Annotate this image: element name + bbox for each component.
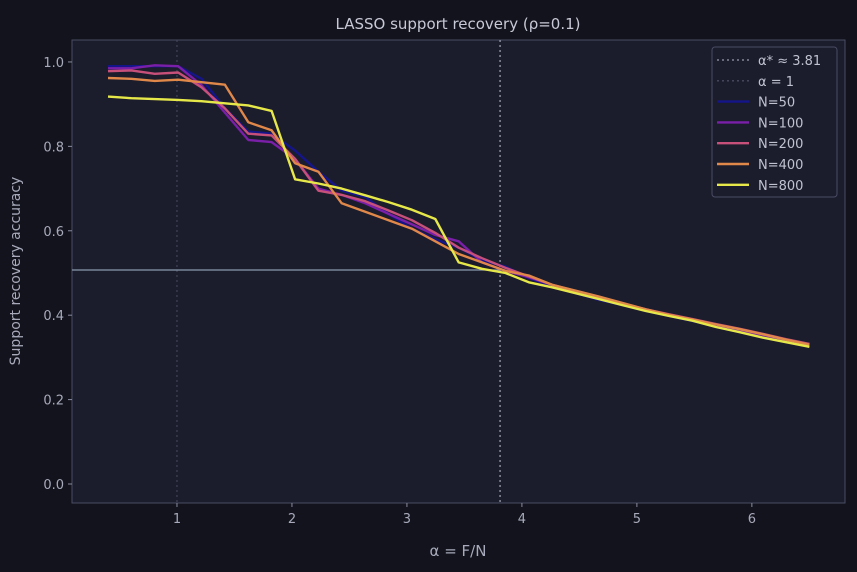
y-tick-label: 0.0 — [43, 478, 64, 493]
x-tick-label: 3 — [403, 512, 411, 527]
y-axis-label: Support recovery accuracy — [8, 177, 24, 366]
legend-label: α = 1 — [758, 75, 794, 90]
chart-title: LASSO support recovery (ρ=0.1) — [336, 15, 581, 33]
y-tick-label: 0.2 — [43, 394, 64, 409]
legend: α* ≈ 3.81 α = 1 N=50 N=100 N=200 N=400 N=800 — [711, 46, 838, 198]
x-tick-label: 5 — [633, 512, 641, 527]
x-tick-label: 1 — [173, 512, 181, 527]
series-line-n-400 — [107, 76, 810, 346]
y-tick-label: 0.8 — [43, 140, 64, 155]
legend-label: α* ≈ 3.81 — [758, 54, 821, 69]
legend-label: N=50 — [758, 96, 795, 111]
x-tick-label: 2 — [288, 512, 296, 527]
legend-label: N=200 — [758, 137, 803, 152]
y-tick-label: 1.0 — [43, 56, 64, 71]
x-tick-label: 6 — [748, 512, 756, 527]
x-tick-label: 4 — [518, 512, 526, 527]
legend-label: N=400 — [758, 158, 803, 173]
y-tick-label: 0.6 — [43, 225, 64, 240]
legend-label: N=800 — [758, 179, 803, 194]
y-tick-label: 0.4 — [43, 309, 64, 324]
x-axis-label: α = F/N — [430, 542, 487, 560]
legend-label: N=100 — [758, 116, 803, 131]
series-line-n-800 — [107, 95, 810, 348]
legend-box — [711, 46, 838, 198]
